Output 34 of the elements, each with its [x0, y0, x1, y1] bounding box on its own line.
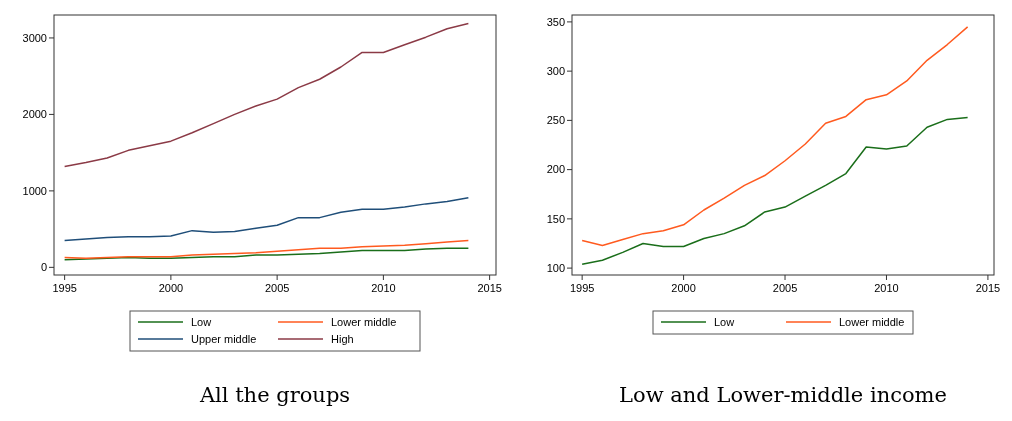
legend-label: Lower middle	[839, 315, 905, 328]
line-series	[63, 247, 470, 261]
x-tick-label: 2005	[264, 282, 290, 294]
legend-label: Lower middle	[331, 315, 397, 328]
x-tick-label: 1995	[569, 282, 595, 294]
line-series	[581, 116, 969, 265]
legend-label: Upper middle	[191, 332, 257, 345]
x-tick-label: 2015	[975, 282, 1001, 294]
line-series	[63, 197, 470, 242]
line-series	[63, 22, 470, 168]
y-tick-label: 3000	[22, 31, 47, 44]
legend-label: Low	[191, 315, 212, 328]
y-tick-label: 350	[546, 15, 565, 28]
x-tick-label: 2010	[874, 282, 899, 294]
line-series	[63, 239, 470, 259]
y-tick-label: 2000	[22, 108, 47, 121]
y-tick-label: 100	[546, 261, 565, 274]
x-tick-label: 2000	[158, 282, 184, 294]
x-tick-label: 2000	[671, 282, 696, 294]
text: All the groups	[198, 383, 351, 407]
text: Low and Lower-middle income	[619, 383, 947, 407]
y-tick-label: 150	[546, 212, 565, 225]
y-tick-label: 1000	[22, 184, 47, 197]
x-tick-label: 2005	[772, 282, 798, 294]
line-series	[581, 26, 969, 247]
x-tick-label: 2010	[371, 282, 396, 294]
y-tick-label: 250	[546, 114, 565, 127]
y-tick-label: 0	[40, 261, 47, 274]
legend-label: Low	[714, 315, 735, 328]
y-tick-label: 300	[546, 64, 565, 77]
y-tick-label: 200	[546, 163, 565, 176]
x-tick-label: 2015	[477, 282, 502, 294]
legend-label: High	[331, 332, 354, 345]
x-tick-label: 1995	[52, 282, 77, 294]
